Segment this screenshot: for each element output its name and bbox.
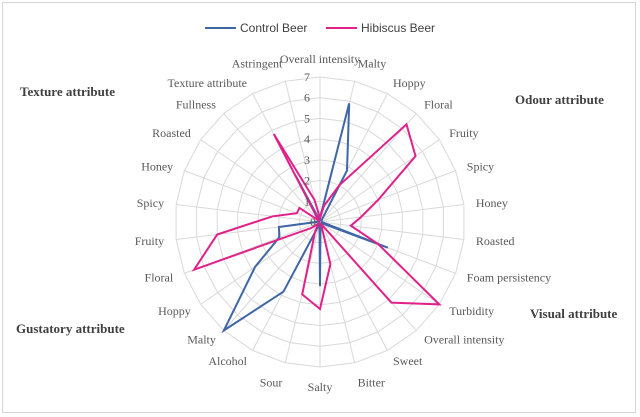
- group-label-texture: Texture attribute: [20, 84, 115, 99]
- axis-label-20-spicy: Spicy: [137, 196, 164, 210]
- axis-label-2-hoppy: Hoppy: [393, 76, 426, 90]
- tick-label-1: 1: [304, 194, 310, 208]
- axis-label-9-turbidity: Turbidity: [449, 304, 494, 318]
- axis-label-21-honey: Honey: [141, 159, 173, 173]
- spoke-17: [200, 221, 321, 305]
- axis-label-22-roasted: Roasted: [152, 126, 191, 140]
- chart-frame: [2, 2, 636, 413]
- axis-label-6-honey: Honey: [476, 196, 508, 210]
- tick-label-3: 3: [304, 153, 310, 167]
- axis-label-19-fruity: Fruity: [135, 234, 164, 248]
- axis-label-0-overall-intensity: Overall intensity: [280, 52, 360, 66]
- tick-label-6: 6: [304, 91, 310, 105]
- tick-label-7: 7: [304, 70, 310, 84]
- axis-label-18-floral: Floral: [145, 271, 174, 285]
- axis-label-15-alcohol: Alcohol: [208, 354, 247, 368]
- group-label-gustatory: Gustatory attribute: [16, 321, 125, 336]
- axis-label-7-roasted: Roasted: [476, 234, 515, 248]
- tick-label-0: 0: [310, 215, 316, 229]
- spoke-5: [319, 170, 456, 223]
- radar-series: [191, 103, 442, 334]
- axis-label-10-overall-intensity: Overall intensity: [424, 333, 504, 347]
- axis-label-17-hoppy: Hoppy: [158, 304, 191, 318]
- radar-tick-labels: 1 2 3 4 5 6 7 0: [304, 70, 316, 229]
- axis-label-14-sour: Sour: [260, 375, 283, 389]
- group-label-odour: Odour attribute: [515, 92, 604, 107]
- spoke-4: [319, 139, 440, 223]
- spoke-21: [184, 170, 321, 223]
- axis-label-24-texture-attribute: Texture attribute: [168, 76, 247, 90]
- axis-label-1-malty: Malty: [358, 57, 387, 71]
- spoke-11: [319, 221, 388, 351]
- axis-label-13-salty: Salty: [308, 380, 333, 394]
- tick-label-5: 5: [304, 111, 310, 125]
- axis-label-4-fruity: Fruity: [449, 126, 478, 140]
- spoke-23: [223, 113, 321, 223]
- axis-label-3-floral: Floral: [424, 98, 453, 112]
- spoke-20: [176, 204, 321, 223]
- legend-label-hibiscus-beer: Hibiscus Beer: [361, 21, 435, 35]
- spoke-7: [319, 221, 464, 240]
- axis-label-12-bitter: Bitter: [358, 375, 385, 389]
- legend: Control Beer Hibiscus Beer: [205, 21, 435, 35]
- axis-label-5-spicy: Spicy: [467, 159, 494, 173]
- spoke-16: [223, 221, 321, 331]
- legend-label-control-beer: Control Beer: [240, 21, 307, 35]
- group-label-visual: Visual attribute: [530, 306, 617, 321]
- spoke-3: [319, 113, 417, 223]
- axis-label-16-malty: Malty: [187, 333, 216, 347]
- axis-label-11-sweet: Sweet: [393, 354, 423, 368]
- axis-label-25-astringent: Astringent: [232, 57, 283, 71]
- spoke-9: [319, 221, 440, 305]
- spoke-6: [319, 204, 464, 223]
- series-line-hibiscus-beer: [191, 122, 442, 311]
- axis-label-23-fullness: Fullness: [176, 98, 216, 112]
- axis-label-8-foam-persistency: Foam persistency: [467, 271, 551, 285]
- tick-label-4: 4: [304, 132, 310, 146]
- tick-label-2: 2: [304, 174, 310, 188]
- radar-axis-labels: Overall intensityMaltyHoppyFloralFruityS…: [135, 52, 551, 394]
